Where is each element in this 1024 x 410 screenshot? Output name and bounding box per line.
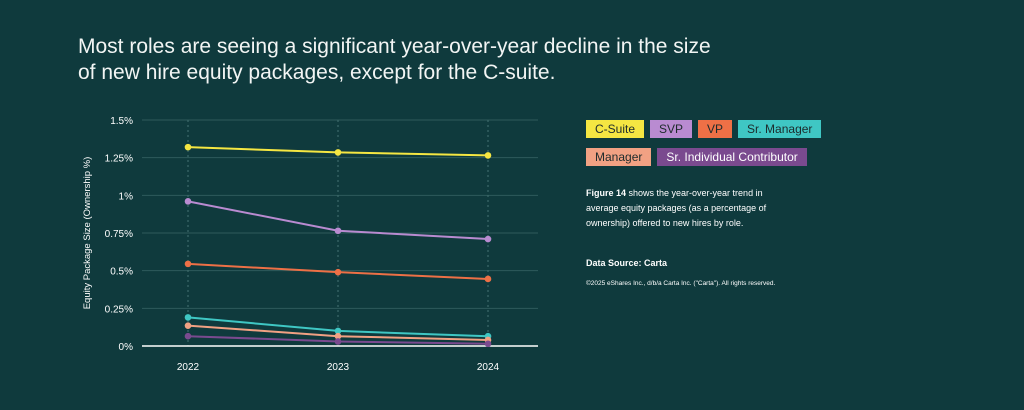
data-point-sr-individual-contributor (184, 332, 192, 340)
x-tick-label: 2023 (327, 362, 350, 373)
legend-chip-sr-manager: Sr. Manager (738, 120, 822, 138)
y-tick-label: 0.5% (110, 267, 133, 278)
data-point-c-suite (184, 143, 192, 151)
legend-chip-sr-individual-contributor: Sr. Individual Contributor (657, 148, 807, 166)
legend-chip-svp: SVP (650, 120, 693, 138)
y-axis-label: Equity Package Size (Ownership %) (82, 157, 93, 310)
data-point-svp (184, 198, 192, 205)
data-source: Data Source: Carta (586, 258, 668, 268)
data-point-sr-individual-contributor (334, 338, 342, 345)
data-point-svp (334, 227, 342, 235)
legend: C-Suite SVP VP Sr. Manager Manager Sr. I… (586, 120, 886, 176)
figure-label: Figure 14 (586, 188, 627, 198)
copyright-notice: ©2025 eShares Inc., d/b/a Carta Inc. ("C… (586, 280, 776, 287)
headline-line-2: of new hire equity packages, except for … (78, 61, 556, 84)
data-point-svp (484, 235, 492, 243)
legend-chip-c-suite: C-Suite (586, 120, 645, 138)
legend-chip-manager: Manager (586, 148, 652, 166)
data-point-sr-individual-contributor (484, 340, 492, 348)
data-point-manager (184, 322, 192, 329)
x-tick-label: 2024 (477, 362, 500, 373)
data-point-sr-manager (334, 327, 342, 335)
y-tick-label: 1.25% (105, 154, 133, 165)
data-point-vp (484, 275, 492, 283)
legend-row-1: C-Suite SVP VP Sr. Manager (586, 120, 886, 138)
figure-caption: Figure 14 shows the year-over-year trend… (586, 186, 786, 231)
headline: Most roles are seeing a significant year… (78, 34, 798, 86)
headline-line-1: Most roles are seeing a significant year… (78, 35, 711, 58)
y-tick-label: 0.75% (105, 229, 133, 240)
data-point-c-suite (334, 149, 342, 156)
data-point-c-suite (484, 152, 492, 159)
data-point-manager (334, 332, 342, 340)
data-point-vp (334, 268, 342, 276)
y-tick-label: 1.5% (110, 116, 133, 127)
legend-row-2: Manager Sr. Individual Contributor (586, 148, 886, 166)
legend-chip-vp: VP (698, 120, 733, 138)
y-tick-label: 1% (119, 191, 134, 202)
x-tick-label: 2022 (177, 362, 200, 373)
figure-caption-text: shows the year-over-year trend in averag… (586, 188, 767, 228)
y-tick-label: 0.25% (105, 304, 133, 315)
data-point-sr-manager (184, 314, 192, 321)
y-tick-label: 0% (119, 342, 134, 353)
data-point-vp (184, 260, 192, 268)
